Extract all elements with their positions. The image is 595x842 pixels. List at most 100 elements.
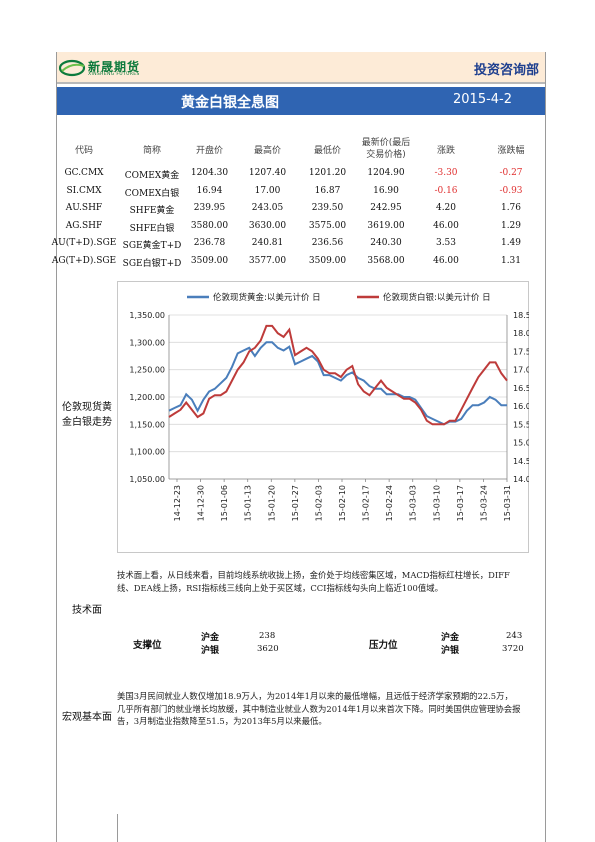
- cell-pct: 1.31: [500, 255, 522, 266]
- resistance-au-value: 243: [506, 631, 523, 641]
- cell-open: 236.78: [193, 238, 226, 248]
- y-right-tick-label: 15.00: [513, 439, 529, 448]
- y-right-tick-label: 16.00: [513, 402, 529, 411]
- cell-code: AU(T+D).SGE: [51, 238, 117, 248]
- x-tick-label: 15-03-17: [456, 485, 465, 521]
- y-left-tick-label: 1,100.00: [129, 448, 165, 457]
- support-au-label: 沪金: [201, 633, 220, 643]
- table-row: AU.SHF SHFE黄金 239.95 243.05 239.50 242.95 4.20…: [57, 201, 545, 217]
- resistance-au-label: 沪金: [441, 633, 460, 643]
- resistance-ag-label: 沪银: [441, 646, 460, 656]
- y-left-tick-label: 1,250.00: [129, 366, 165, 375]
- y-left-tick-label: 1,050.00: [129, 475, 165, 484]
- cell-high: 1207.40: [248, 168, 287, 178]
- chart-side-label: 伦敦现货黄 金白银走势: [57, 400, 117, 430]
- cell-high: 240.81: [251, 238, 284, 248]
- report-date: 2015-4-2: [453, 92, 513, 107]
- legend-label: 伦敦现货黄金:以美元计价 日: [213, 292, 321, 303]
- x-tick-label: 15-01-20: [267, 485, 276, 521]
- col-header-last-line2: 交易价格): [366, 150, 406, 160]
- cell-change: -0.16: [434, 185, 458, 196]
- y-left-tick-label: 1,300.00: [129, 338, 165, 347]
- price-chart: 1,350.00 1,300.00 1,250.00 1,200.00 1,150.00…: [117, 281, 536, 553]
- cell-pct: 1.76: [500, 203, 522, 213]
- col-header-change: 涨跌: [436, 146, 455, 156]
- cell-change: 46.00: [433, 255, 459, 266]
- x-tick-label: 15-03-31: [503, 485, 512, 521]
- cell-code: AU.SHF: [65, 203, 103, 213]
- technical-text: 技术面上看，从日线来看，目前均线系统收拢上扬，金价处于均线密集区域，MACD指标…: [117, 570, 510, 593]
- cell-code: AG.SHF: [65, 220, 103, 231]
- col-header-pct: 涨跌幅: [497, 146, 525, 156]
- support-ag-value: 3620: [257, 644, 279, 654]
- y-left-tick-label: 1,150.00: [129, 420, 165, 429]
- cell-last: 3568.00: [367, 255, 405, 266]
- x-tick-label: 15-01-06: [220, 485, 229, 521]
- cell-name: SHFE白银: [129, 223, 175, 234]
- cell-low: 3575.00: [308, 220, 347, 231]
- cell-name: SGE白银T+D: [122, 258, 182, 269]
- cell-low: 3509.00: [308, 255, 347, 266]
- table-header: 代码 简称 开盘价 最高价 最低价 最新价(最后 交易价格) 涨跌 涨跌幅: [57, 135, 545, 163]
- col-header-last-line1: 最新价(最后: [361, 138, 411, 148]
- table-row: SI.CMX COMEX白银 16.94 17.00 16.87 16.90 -0.16 -0…: [57, 184, 545, 200]
- cell-pct: -0.93: [499, 185, 523, 196]
- x-tick-label: 15-02-03: [314, 485, 323, 521]
- macro-text: 美国3月民间就业人数仅增加18.9万人，为2014年1月以来的最低增幅，且远低于…: [117, 691, 521, 726]
- y-right-tick-label: 15.50: [513, 420, 529, 429]
- support-ag-label: 沪银: [201, 646, 220, 656]
- col-header-high: 最高价: [253, 146, 281, 156]
- cell-high: 3630.00: [248, 220, 287, 231]
- cell-open: 3580.00: [190, 220, 229, 231]
- support-label: 支撑位: [133, 640, 162, 651]
- macro-label: 宏观基本面: [62, 712, 112, 723]
- resistance-ag-value: 3720: [502, 644, 524, 654]
- cell-name: SGE黄金T+D: [122, 241, 182, 251]
- title-bar: 黄金白银全息图 2015-4-2: [57, 87, 545, 115]
- col-header-name: 简称: [142, 146, 161, 156]
- silver-price-line: [168, 324, 508, 426]
- cell-name: SHFE黄金: [129, 206, 175, 216]
- column-divider: [117, 814, 118, 842]
- company-logo: 新晟期货 XINSHENG FUTURES: [58, 58, 149, 80]
- company-sub-name: XINSHENG FUTURES: [88, 72, 140, 77]
- cell-high: 243.05: [251, 203, 284, 213]
- department-name: 投资咨询部: [473, 63, 539, 78]
- cell-high: 17.00: [254, 185, 281, 196]
- cell-change: 3.53: [435, 238, 457, 248]
- y-right-tick-label: 16.50: [513, 384, 529, 393]
- x-tick-label: 15-03-03: [409, 485, 418, 521]
- chart-side-label-line1: 伦敦现货黄: [62, 402, 112, 413]
- x-tick-label: 15-01-13: [244, 485, 253, 521]
- cell-name: COMEX黄金: [124, 171, 180, 181]
- y-right-tick-label: 18.50: [513, 311, 529, 320]
- y-left-tick-label: 1,200.00: [129, 393, 165, 402]
- cell-name: COMEX白银: [124, 188, 180, 199]
- cell-code: AG(T+D).SGE: [51, 255, 117, 266]
- price-chart-svg: 1,350.00 1,300.00 1,250.00 1,200.00 1,150.00…: [117, 281, 536, 553]
- cell-open: 1204.30: [190, 168, 229, 178]
- y-right-tick-label: 17.50: [513, 347, 529, 356]
- page-title: 黄金白银全息图: [181, 95, 279, 111]
- y-right-tick-label: 14.00: [513, 475, 529, 484]
- cell-high: 3577.00: [248, 255, 287, 266]
- chart-side-label-line2: 金白银走势: [62, 417, 112, 428]
- cell-change: 4.20: [435, 203, 457, 213]
- col-header-code: 代码: [74, 146, 93, 156]
- header-bar: 新晟期货 XINSHENG FUTURES 投资咨询部: [57, 52, 545, 84]
- x-tick-label: 15-01-27: [291, 485, 300, 521]
- x-tick-label: 14-12-23: [173, 485, 182, 521]
- y-left-tick-label: 1,350.00: [129, 311, 165, 320]
- cell-low: 236.56: [311, 238, 344, 248]
- y-right-tick-label: 18.00: [513, 329, 529, 338]
- company-name: 新晟期货: [88, 60, 141, 74]
- col-header-open: 开盘价: [195, 146, 223, 156]
- cell-pct: 1.29: [500, 220, 522, 231]
- report-page: 新晟期货 XINSHENG FUTURES 投资咨询部 黄金白银全息图 2015…: [52, 52, 546, 842]
- support-au-value: 238: [259, 631, 276, 641]
- x-tick-label: 15-02-24: [385, 485, 394, 521]
- legend-label: 伦敦现货白银:以美元计价 日: [383, 292, 491, 303]
- cell-change: 46.00: [433, 220, 459, 231]
- cell-low: 1201.20: [308, 168, 347, 178]
- table-row: AU(T+D).SGE SGE黄金T+D 236.78 240.81 236.56 240…: [52, 236, 545, 252]
